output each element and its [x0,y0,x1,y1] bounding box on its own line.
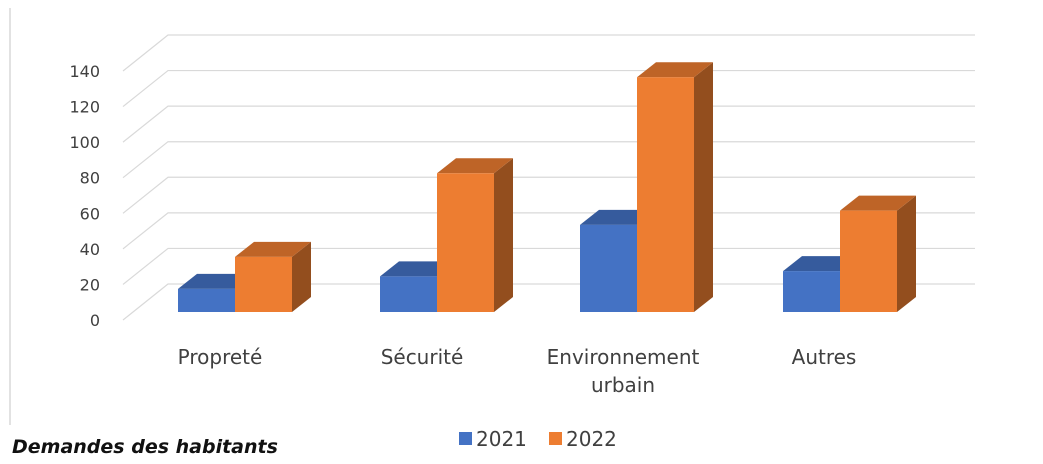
legend-label: 2021 [476,427,527,451]
y-axis-ticks: 0 20 40 60 80 100 120 140 [69,62,100,330]
legend-swatch [549,432,562,445]
y-tick-label: 0 [90,311,100,330]
bar-front [637,77,694,312]
bar-front [437,173,494,312]
y-tick-label: 60 [80,204,100,223]
x-axis-categories: Propreté Sécurité Environnement urbain Autre… [178,345,857,397]
bar-2022-3 [840,195,916,312]
legend: 2021 2022 [459,427,617,451]
bar-side [897,195,916,312]
gridline [122,34,975,72]
bar-front [380,276,437,312]
bar-top [437,158,513,174]
y-tick-label: 80 [80,169,100,188]
gridlines [122,34,975,321]
y-tick-label: 120 [69,98,100,117]
y-tick-label: 140 [69,62,100,81]
bar-2022-0 [235,241,311,312]
bar-top [235,241,311,257]
bar-front [840,210,897,312]
bar-side [494,158,513,312]
legend-label: 2022 [566,427,617,451]
x-category-label: Environnement urbain [547,345,700,397]
bar-top [637,62,713,78]
gridline [122,69,975,108]
bar-top [840,195,916,211]
x-category-label: Autres [792,345,857,369]
bar-2022-2 [637,62,713,312]
y-tick-label: 40 [80,240,100,259]
gridline [122,141,975,179]
gridline [122,105,975,143]
legend-swatch [459,432,472,445]
y-tick-label: 100 [69,133,100,152]
x-category-label: Propreté [178,345,263,369]
bar-2022-1 [437,158,513,312]
x-category-label: Sécurité [381,345,464,369]
bar-front [783,271,840,312]
bar-side [694,62,713,312]
y-tick-label: 20 [80,275,100,294]
bar-front [580,224,637,312]
legend-item-2022: 2022 [549,427,617,451]
legend-item-2021: 2021 [459,427,527,451]
bars [178,62,916,312]
chart-caption: Demandes des habitants [12,436,278,458]
bar-front [178,288,235,312]
bar-front [235,256,292,312]
bar-side [292,241,311,312]
